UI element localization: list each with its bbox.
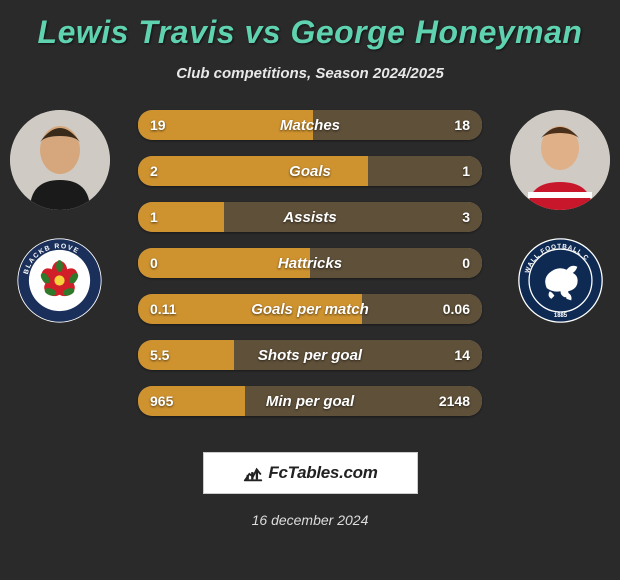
- stat-label: Goals: [138, 156, 482, 186]
- stat-label: Shots per goal: [138, 340, 482, 370]
- brand-text: FcTables.com: [268, 463, 377, 483]
- stat-bars: 1918Matches 21Goals 13Assists 00Hattricks 0.…: [138, 110, 482, 432]
- stat-row: 9652148Min per goal: [138, 386, 482, 416]
- player-right-avatar: [510, 110, 610, 210]
- club-left-crest: BLACKB ROVE TE ET LABO: [17, 238, 102, 323]
- stat-label: Assists: [138, 202, 482, 232]
- stat-row: 21Goals: [138, 156, 482, 186]
- brand-icon: [242, 462, 264, 484]
- subtitle: Club competitions, Season 2024/2025: [0, 65, 620, 82]
- stat-row: 1918Matches: [138, 110, 482, 140]
- stat-label: Matches: [138, 110, 482, 140]
- club-right-crest: WALL FOOTBALL C 1885: [518, 238, 603, 323]
- page-title: Lewis Travis vs George Honeyman: [0, 0, 620, 51]
- stat-label: Goals per match: [138, 294, 482, 324]
- stat-row: 13Assists: [138, 202, 482, 232]
- comparison-arena: BLACKB ROVE TE ET LABO: [0, 110, 620, 440]
- stat-row: 00Hattricks: [138, 248, 482, 278]
- crest-right-year: 1885: [554, 313, 568, 319]
- stat-label: Hattricks: [138, 248, 482, 278]
- stat-row: 5.514Shots per goal: [138, 340, 482, 370]
- player-left-avatar: [10, 110, 110, 210]
- brand-badge: FcTables.com: [203, 452, 418, 494]
- stat-row: 0.110.06Goals per match: [138, 294, 482, 324]
- snapshot-date: 16 december 2024: [0, 512, 620, 528]
- stat-label: Min per goal: [138, 386, 482, 416]
